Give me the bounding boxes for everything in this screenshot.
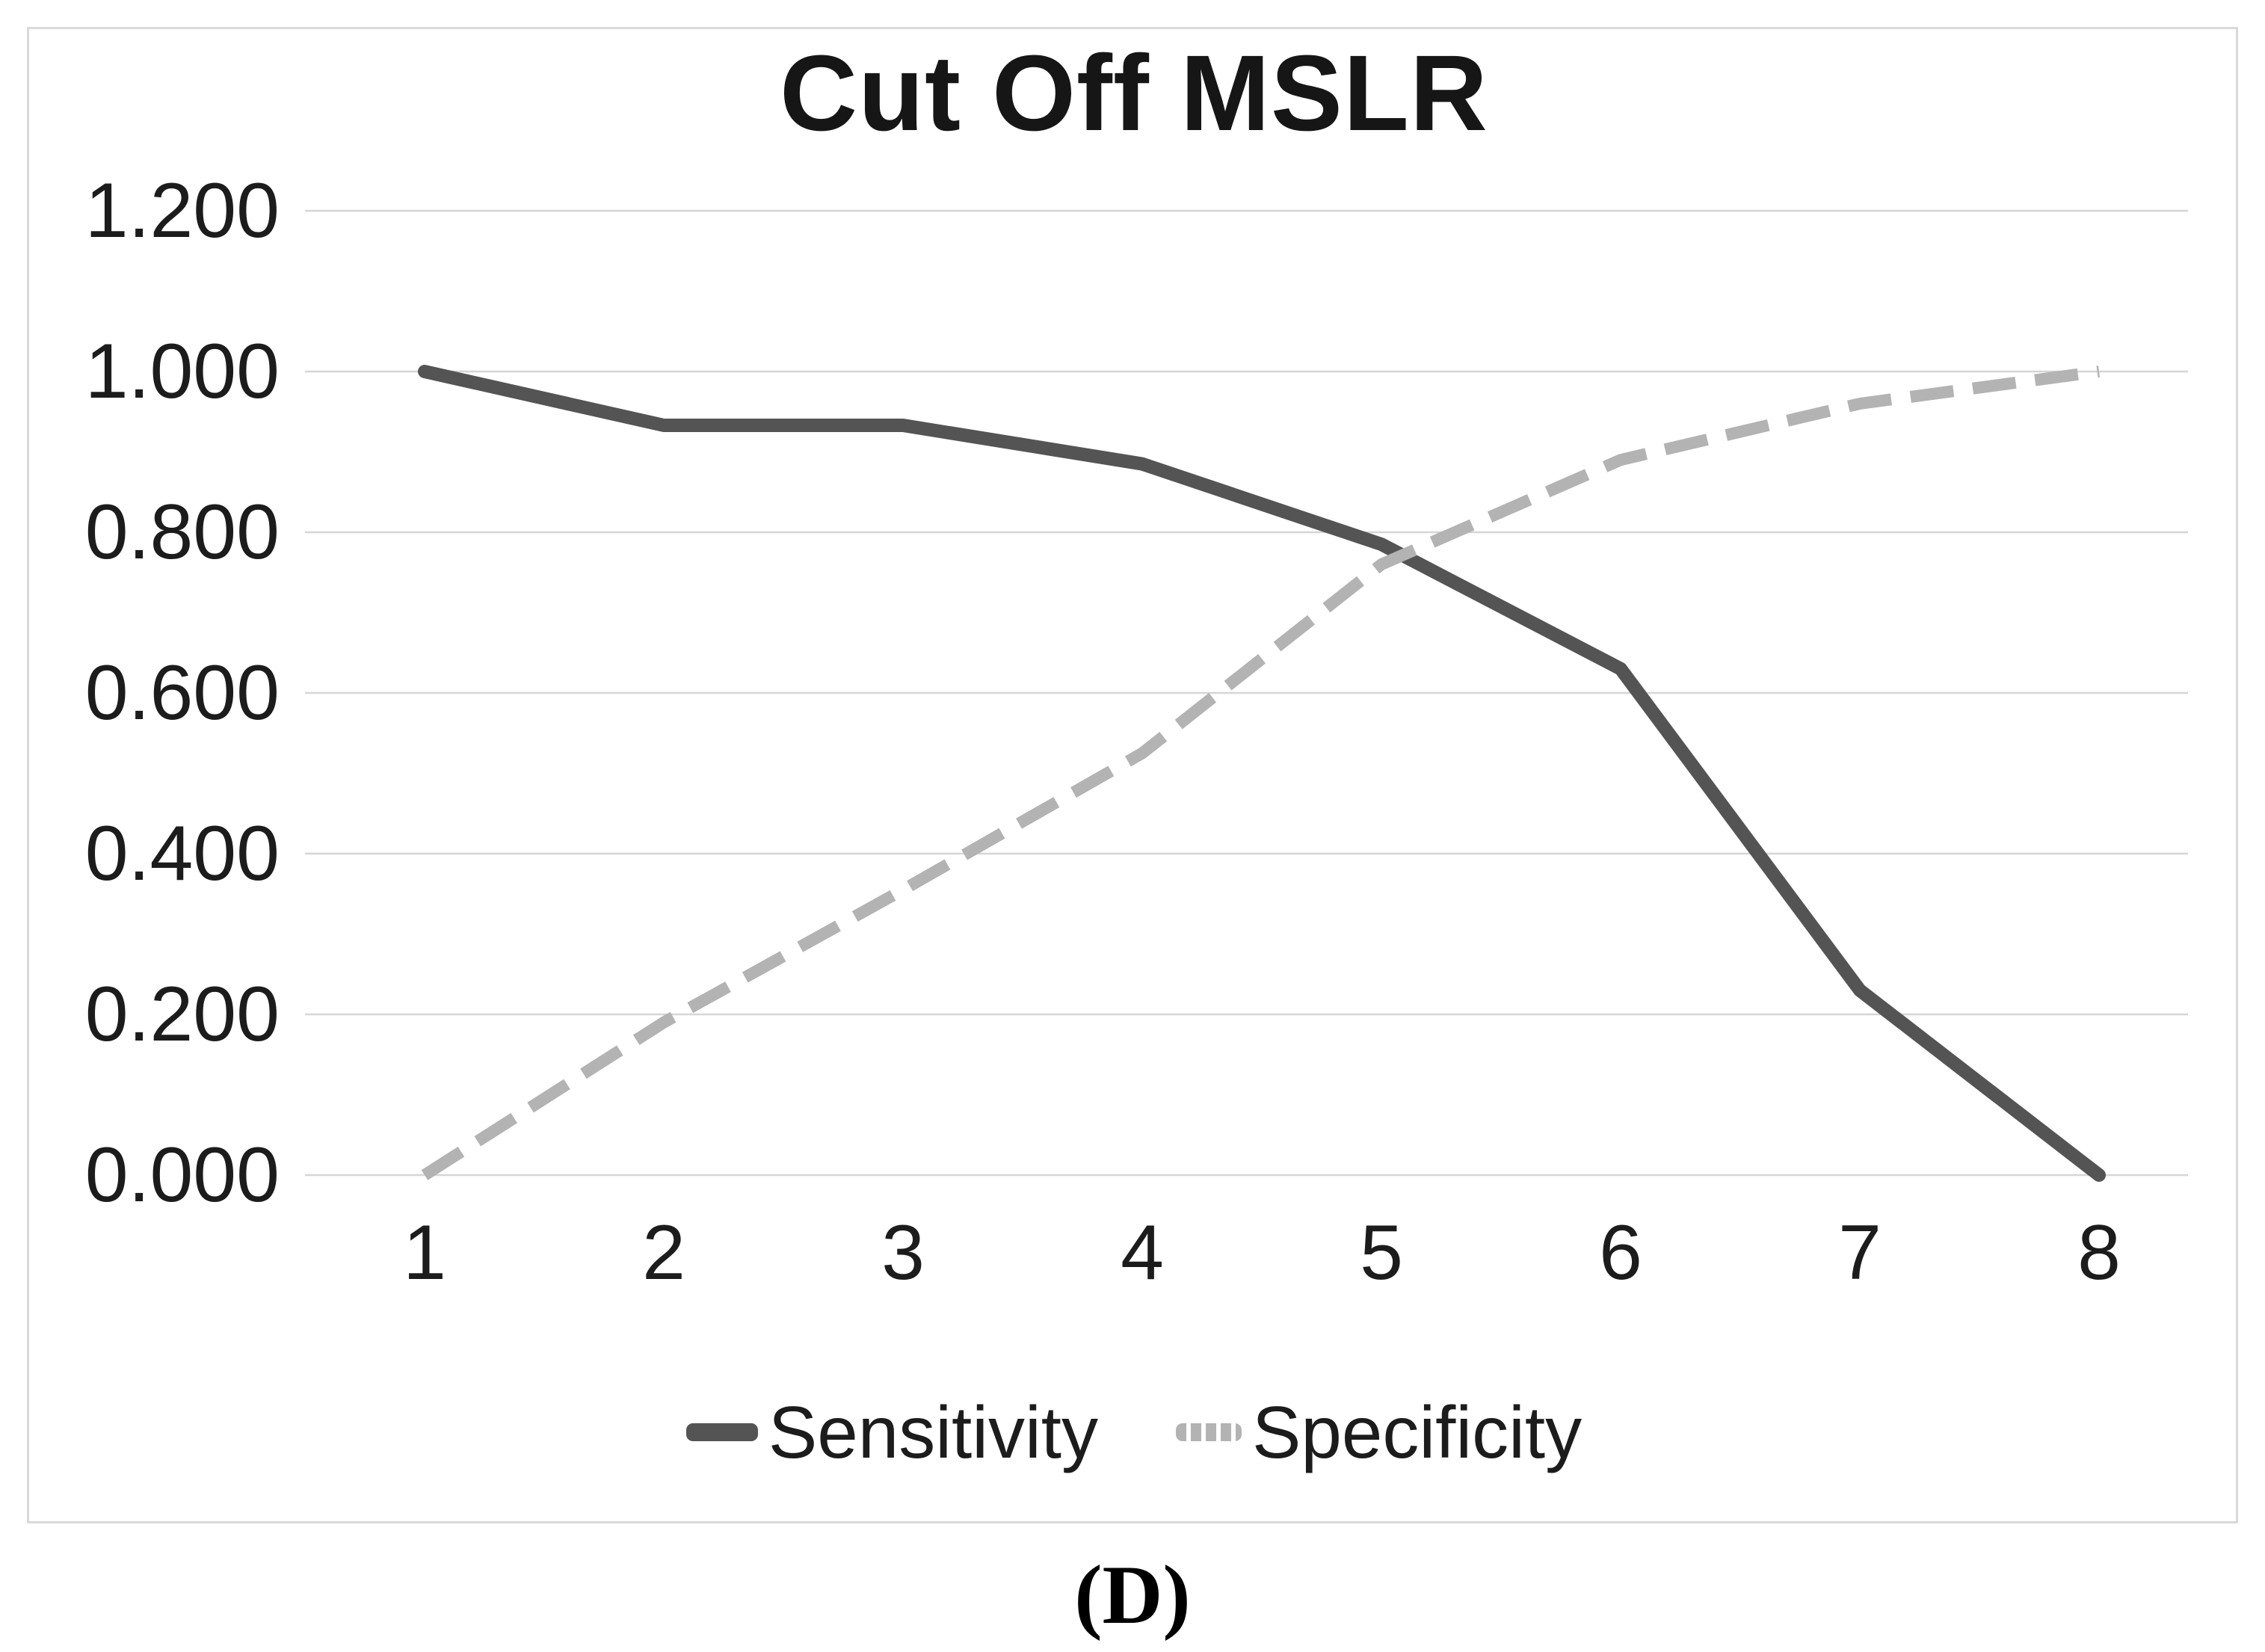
sensitivity-line-marker-icon — [685, 1423, 758, 1441]
y-axis-tick-label: 0.200 — [84, 970, 280, 1058]
y-axis-tick-label: 1.200 — [84, 167, 280, 254]
x-axis-tick-label: 2 — [642, 1209, 685, 1296]
specificity-line — [421, 366, 2101, 1180]
y-axis-tick-label: 0.000 — [84, 1131, 280, 1218]
legend-label-specificity: Specificity — [1252, 1391, 1583, 1473]
x-axis-tick-label: 5 — [1360, 1209, 1403, 1296]
legend: Sensitivity Specificity — [28, 1387, 2240, 1477]
x-axis-tick-label: 8 — [2077, 1209, 2121, 1296]
legend-item-sensitivity: Sensitivity — [685, 1391, 1098, 1473]
x-axis-tick-label: 7 — [1838, 1209, 1882, 1296]
y-axis-tick-label: 0.400 — [84, 810, 280, 897]
x-axis-tick-label: 6 — [1599, 1209, 1642, 1296]
x-axis-tick-label: 4 — [1121, 1209, 1164, 1296]
specificity-line-marker-icon — [1176, 1423, 1242, 1441]
figure-panel-label: (D) — [1074, 1549, 1191, 1642]
x-axis-tick-label: 3 — [881, 1209, 925, 1296]
y-axis-tick-label: 1.000 — [84, 327, 280, 415]
chart-title: Cut Off MSLR — [780, 33, 1488, 153]
sensitivity-line — [418, 365, 2106, 1182]
chart-area-border — [27, 27, 2238, 1523]
legend-label-sensitivity: Sensitivity — [768, 1391, 1098, 1473]
y-axis-tick-label: 0.600 — [84, 649, 280, 736]
legend-item-specificity: Specificity — [1176, 1396, 1582, 1469]
x-axis-tick-label: 1 — [403, 1209, 446, 1296]
y-axis-tick-label: 0.800 — [84, 488, 280, 576]
